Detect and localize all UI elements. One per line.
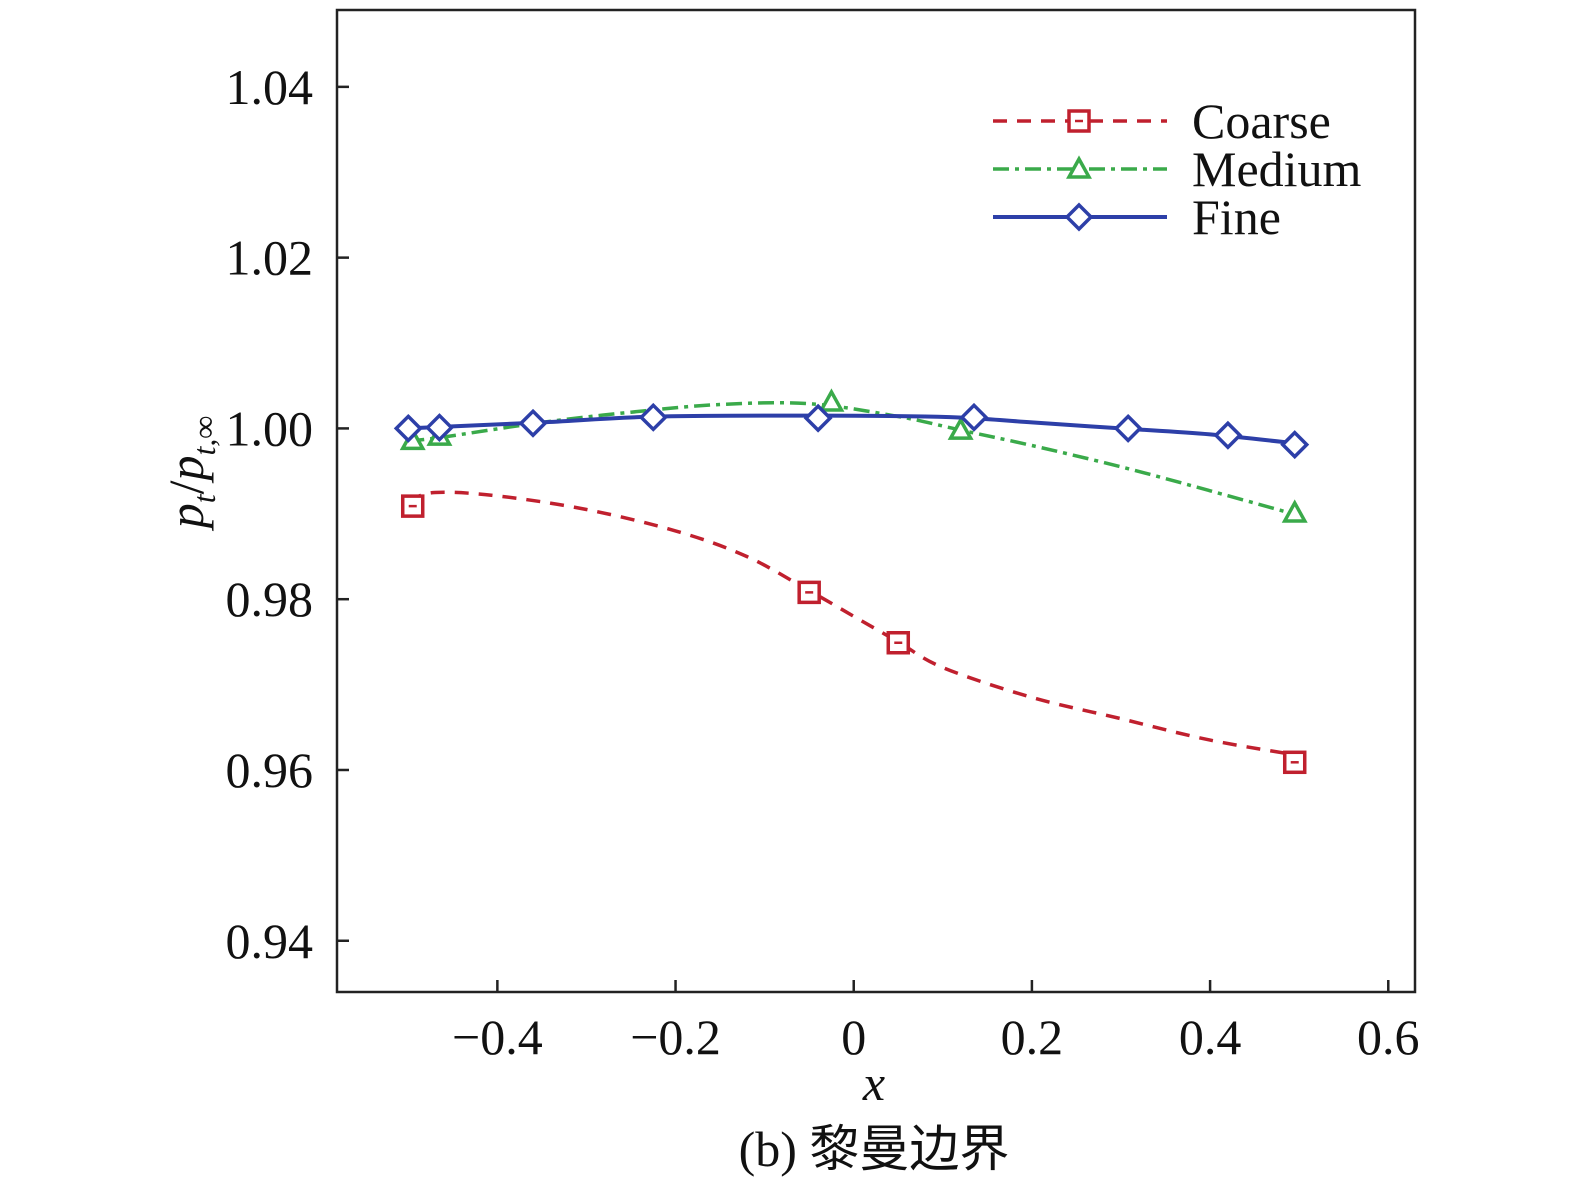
y-axis-title-sub2: t,∞ (186, 416, 222, 456)
marker-medium (947, 416, 974, 440)
marker-coarse (886, 630, 911, 655)
y-axis-title-p2: p (158, 455, 214, 483)
y-tick-label: 0.96 (226, 742, 314, 798)
marker-fine (393, 413, 423, 443)
y-axis-title-p: p (158, 503, 214, 531)
y-tick-label: 0.94 (226, 913, 314, 969)
legend-label-medium: Medium (1192, 141, 1362, 197)
marker-fine (803, 403, 833, 433)
legend-label-coarse: Coarse (1192, 93, 1331, 149)
legend-item-coarse: Coarse (993, 93, 1331, 149)
legend-label-fine: Fine (1192, 189, 1281, 245)
x-tick-label: 0 (841, 1009, 866, 1065)
marker-fine (1213, 420, 1243, 450)
legend-item-fine: Fine (993, 189, 1281, 245)
series-layer (393, 388, 1310, 775)
marker-coarse (797, 580, 821, 605)
x-axis-title: x (862, 1055, 885, 1111)
y-tick-label: 1.00 (226, 400, 314, 456)
y-tick-label: 0.98 (226, 571, 314, 627)
x-tick-label: 0.4 (1179, 1009, 1242, 1065)
marker-fine (424, 413, 454, 443)
legend-item-medium: Medium (993, 141, 1362, 197)
marker-fine (518, 408, 548, 438)
legend-marker-fine (1064, 202, 1094, 232)
figure-caption: (b) 黎曼边界 (739, 1121, 1010, 1177)
series-coarse (400, 490, 1307, 775)
x-tick-label: −0.2 (630, 1009, 721, 1065)
marker-medium (818, 388, 845, 412)
marker-medium (1281, 499, 1308, 523)
y-axis-title-slash: / (158, 480, 214, 494)
marker-fine (1113, 413, 1143, 443)
y-axis-title: pt/pt,∞ (158, 416, 222, 532)
x-tick-label: 0.2 (1001, 1009, 1064, 1065)
legend-marker-medium (1066, 155, 1092, 179)
y-axis-title-sub: t (186, 493, 222, 503)
marker-coarse (400, 494, 425, 518)
ticks-layer: −0.4 −0.2 0 0.2 0.4 0.6 0.94 0.96 0.98 1.00 1.02 1.… (226, 59, 1420, 1065)
series-fine (393, 402, 1310, 460)
y-tick-label: 1.04 (226, 59, 314, 115)
y-tick-label: 1.02 (226, 230, 314, 286)
x-tick-label: −0.4 (452, 1009, 543, 1065)
marker-fine (638, 402, 668, 432)
plot-frame (335, 8, 1417, 994)
marker-fine (959, 402, 989, 432)
marker-fine (1280, 430, 1310, 460)
legend-marker-coarse (1067, 109, 1091, 133)
marker-coarse (1282, 750, 1307, 775)
x-tick-label: 0.6 (1357, 1009, 1420, 1065)
